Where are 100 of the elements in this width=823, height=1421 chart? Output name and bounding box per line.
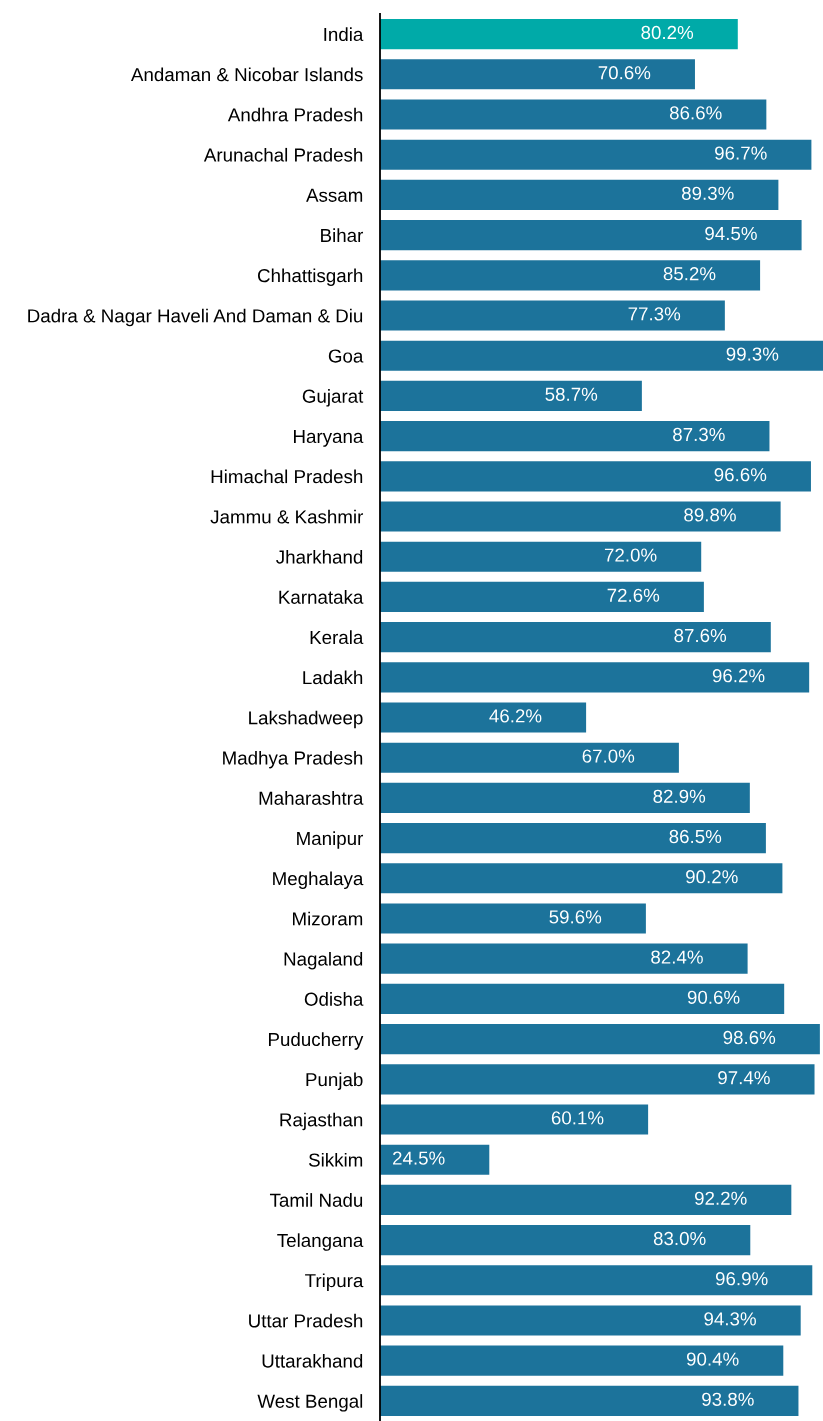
y-tick-label: Manipur xyxy=(297,831,364,849)
bar xyxy=(380,702,587,733)
y-tick-label: Jammu & Kashmir xyxy=(210,509,364,524)
data-label: 70.6% xyxy=(598,66,651,80)
bar xyxy=(380,782,750,813)
bar xyxy=(380,19,738,50)
y-tick-label: Gujarat xyxy=(302,389,364,407)
data-label: 99.3% xyxy=(726,347,779,361)
y-tick-label: Madhya Pradesh xyxy=(223,750,363,769)
bar xyxy=(380,1345,784,1376)
data-label: 89.3% xyxy=(681,186,734,200)
bar xyxy=(380,903,646,934)
data-label: 90.4% xyxy=(686,1352,739,1366)
bar xyxy=(380,1305,801,1336)
data-label: 97.4% xyxy=(718,1071,770,1085)
data-label: 94.3% xyxy=(704,1312,756,1326)
data-label: 60.1% xyxy=(551,1111,604,1125)
y-tick-label: Ladakh xyxy=(303,670,363,685)
bar xyxy=(380,1024,820,1055)
y-tick-label: Mizoram xyxy=(293,911,363,926)
data-label: 96.2% xyxy=(712,669,765,683)
bar xyxy=(380,300,725,331)
bar xyxy=(380,139,812,170)
data-label: 96.6% xyxy=(714,468,767,482)
y-tick-label: Tripura xyxy=(305,1273,364,1291)
bar xyxy=(380,742,679,773)
y-tick-label: Arunachal Pradesh xyxy=(203,147,363,162)
bar xyxy=(380,622,771,653)
y-tick-label: Chhattisgarh xyxy=(257,268,363,286)
data-label: 46.2% xyxy=(489,709,542,723)
bar xyxy=(380,340,823,371)
bar xyxy=(380,581,704,612)
y-tick-label: Assam xyxy=(306,188,363,202)
y-tick-label: India xyxy=(324,27,364,42)
y-tick-label: Jharkhand xyxy=(276,549,363,564)
bar xyxy=(380,823,766,854)
data-label: 98.6% xyxy=(723,1030,776,1045)
y-tick-label: Sikkim xyxy=(308,1152,363,1167)
bar xyxy=(380,1144,490,1175)
data-label: 24.5% xyxy=(393,1151,445,1165)
data-label: 90.2% xyxy=(686,870,738,884)
y-tick-label: Telangana xyxy=(277,1233,364,1251)
bar xyxy=(380,1265,813,1296)
data-label: 82.9% xyxy=(653,789,706,803)
data-label: 96.7% xyxy=(715,146,767,160)
y-tick-label: Tamil Nadu xyxy=(269,1193,363,1207)
y-tick-label: Andhra Pradesh xyxy=(227,107,363,122)
y-tick-label: Goa xyxy=(328,349,364,363)
data-label: 77.3% xyxy=(628,307,681,321)
data-label: 82.4% xyxy=(651,950,703,964)
bar xyxy=(380,1104,649,1135)
y-tick-label: Puducherry xyxy=(268,1032,364,1050)
bar xyxy=(380,662,810,693)
data-label: 80.2% xyxy=(641,25,694,40)
bar xyxy=(380,541,702,572)
data-label: 93.8% xyxy=(702,1392,754,1406)
y-tick-label: Andaman & Nicobar Islands xyxy=(130,67,363,82)
data-label: 96.9% xyxy=(715,1272,768,1286)
data-label: 92.2% xyxy=(694,1191,747,1205)
bar xyxy=(380,260,761,291)
data-label: 67.0% xyxy=(582,749,635,763)
data-label: 87.6% xyxy=(674,628,727,643)
y-tick-label: Lakshadweep xyxy=(249,710,363,729)
data-label: 87.3% xyxy=(673,427,725,442)
y-tick-label: Karnataka xyxy=(279,590,364,604)
data-label: 72.0% xyxy=(604,548,657,562)
y-tick-label: Rajasthan xyxy=(280,1112,363,1131)
data-label: 72.6% xyxy=(607,588,660,602)
y-tick-label: West Bengal xyxy=(257,1394,363,1412)
data-label: 94.5% xyxy=(705,226,757,241)
bar xyxy=(380,179,779,210)
bar xyxy=(380,501,781,532)
bar xyxy=(380,1385,799,1416)
y-tick-label: Dadra & Nagar Haveli And Daman & Diu xyxy=(28,308,363,327)
y-tick-label: Kerala xyxy=(310,630,364,645)
y-tick-label: Nagaland xyxy=(284,951,363,970)
bar xyxy=(380,943,748,974)
bar xyxy=(380,1184,792,1215)
y-tick-label: Odisha xyxy=(304,992,364,1006)
data-label: 86.5% xyxy=(669,829,722,844)
bar xyxy=(380,1225,751,1256)
bar xyxy=(380,1064,815,1095)
bar xyxy=(380,99,767,130)
y-tick-label: Uttar Pradesh xyxy=(249,1313,363,1328)
y-tick-label: Haryana xyxy=(294,429,364,447)
data-label: 86.6% xyxy=(669,106,722,120)
y-tick-label: Punjab xyxy=(306,1072,363,1090)
data-label: 85.2% xyxy=(663,267,716,281)
bar xyxy=(380,421,770,452)
data-label: 59.6% xyxy=(549,910,602,924)
bar xyxy=(380,983,785,1014)
bar xyxy=(380,220,802,251)
bar xyxy=(380,863,783,894)
data-label: 83.0% xyxy=(653,1231,706,1246)
bar xyxy=(380,461,811,492)
data-label: 90.6% xyxy=(687,990,740,1004)
data-label: 58.7% xyxy=(545,387,598,401)
y-tick-label: Meghalaya xyxy=(273,871,364,889)
y-tick-label: Maharashtra xyxy=(259,791,364,805)
y-tick-label: Himachal Pradesh xyxy=(211,469,363,484)
